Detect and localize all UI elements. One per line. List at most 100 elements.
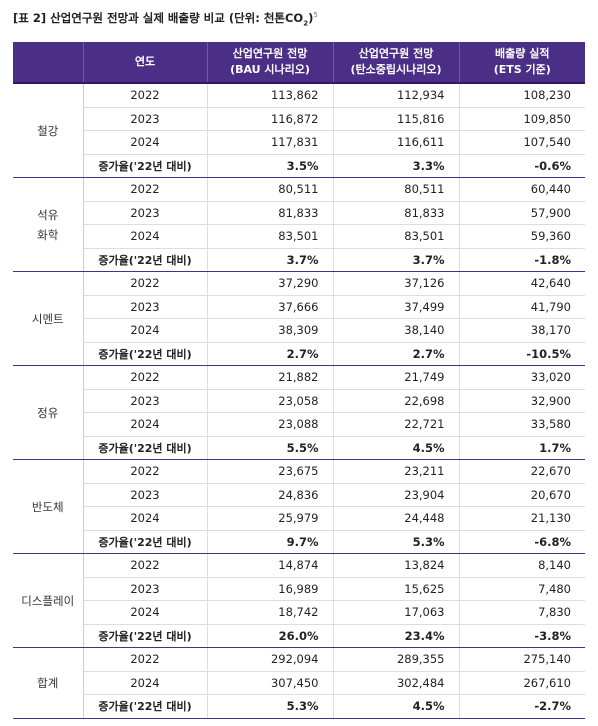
growth-carbon-neutral: 3.3% [333,154,460,178]
caption-footnote: 5 [313,11,318,20]
sector-name-cell: 디스플레이 [13,553,84,648]
table-body: 철강 2022 113,862 112,934 108,230 2023 116,872 11… [13,83,585,719]
bau-value-cell: 18,742 [207,600,334,625]
actual-value-cell: 41,790 [459,295,585,319]
year-cell: 2024 [83,671,208,695]
carbon-neutral-value-cell: 22,698 [333,389,460,413]
year-cell: 2023 [83,295,208,319]
header-sector [13,42,84,83]
table-row: 정유 2022 21,882 21,749 33,020 [13,365,585,460]
table-row: 2023 37,666 37,499 41,790 [13,295,585,319]
growth-bau: 5.3% [207,694,334,719]
year-cell: 2022 [83,83,208,108]
bau-value-cell: 14,874 [207,553,334,578]
actual-value-cell: 20,670 [459,483,585,507]
sector-name-cell: 합계 [13,647,84,719]
bau-value-cell: 23,088 [207,412,334,437]
bau-value-cell: 38,309 [207,318,334,343]
actual-value-cell: 7,830 [459,600,585,625]
bau-value-cell: 16,989 [207,577,334,601]
header-bau-line2: (BAU 시나리오) [230,63,310,76]
growth-bau: 9.7% [207,530,334,554]
carbon-neutral-value-cell: 13,824 [333,553,460,578]
sector-name-cell: 정유 [13,365,84,460]
carbon-neutral-value-cell: 21,749 [333,365,460,390]
table-header: 연도 산업연구원 전망 (BAU 시나리오) 산업연구원 전망 (탄소중립시나리오)… [13,42,585,83]
growth-row: 증가율('22년 대비) 2.7% 2.7% -10.5% [13,342,585,366]
growth-label: 증가율('22년 대비) [83,530,208,554]
year-cell: 2022 [83,271,208,296]
growth-bau: 3.7% [207,248,334,272]
carbon-neutral-value-cell: 302,484 [333,671,460,695]
year-cell: 2024 [83,600,208,625]
sector-name: 화학 [37,227,59,242]
actual-value-cell: 38,170 [459,318,585,343]
table-row: 철강 2022 113,862 112,934 108,230 [13,83,585,178]
carbon-neutral-value-cell: 37,126 [333,271,460,296]
growth-actual: -6.8% [459,530,585,554]
growth-carbon-neutral: 5.3% [333,530,460,554]
carbon-neutral-value-cell: 289,355 [333,647,460,672]
growth-carbon-neutral: 4.5% [333,436,460,460]
year-cell: 2023 [83,483,208,507]
year-cell: 2022 [83,365,208,390]
sector-name-cell: 석유 화학 [13,177,84,272]
table-row: 2024 25,979 24,448 21,130 [13,506,585,531]
growth-label: 증가율('22년 대비) [83,342,208,366]
sector-name: 합계 [37,675,59,690]
growth-row: 증가율('22년 대비) 5.5% 4.5% 1.7% [13,436,585,460]
growth-bau: 26.0% [207,624,334,648]
bau-value-cell: 23,675 [207,459,334,484]
bau-value-cell: 21,882 [207,365,334,390]
actual-value-cell: 33,580 [459,412,585,437]
growth-actual: -2.7% [459,694,585,719]
growth-label: 증가율('22년 대비) [83,436,208,460]
growth-carbon-neutral: 23.4% [333,624,460,648]
actual-value-cell: 275,140 [459,647,585,672]
carbon-neutral-value-cell: 38,140 [333,318,460,343]
table-row: 시멘트 2022 37,290 37,126 42,640 [13,271,585,366]
actual-value-cell: 109,850 [459,107,585,131]
growth-actual: -1.8% [459,248,585,272]
bau-value-cell: 113,862 [207,83,334,108]
actual-value-cell: 8,140 [459,553,585,578]
actual-value-cell: 108,230 [459,83,585,108]
bau-value-cell: 292,094 [207,647,334,672]
growth-label: 증가율('22년 대비) [83,248,208,272]
year-cell: 2024 [83,412,208,437]
growth-row: 증가율('22년 대비) 9.7% 5.3% -6.8% [13,530,585,554]
carbon-neutral-value-cell: 115,816 [333,107,460,131]
year-cell: 2023 [83,389,208,413]
header-carbon-neutral: 산업연구원 전망 (탄소중립시나리오) [333,42,460,83]
actual-value-cell: 22,670 [459,459,585,484]
year-cell: 2022 [83,647,208,672]
carbon-neutral-value-cell: 22,721 [333,412,460,437]
table-row: 2023 23,058 22,698 32,900 [13,389,585,413]
carbon-neutral-value-cell: 23,904 [333,483,460,507]
growth-actual: -3.8% [459,624,585,648]
growth-actual: 1.7% [459,436,585,460]
table-row: 2024 117,831 116,611 107,540 [13,130,585,155]
growth-row: 증가율('22년 대비) 5.3% 4.5% -2.7% [13,694,585,719]
table-row: 2024 38,309 38,140 38,170 [13,318,585,343]
carbon-neutral-value-cell: 15,625 [333,577,460,601]
carbon-neutral-value-cell: 80,511 [333,177,460,202]
growth-label: 증가율('22년 대비) [83,694,208,719]
table-row: 2024 83,501 83,501 59,360 [13,224,585,249]
year-cell: 2023 [83,201,208,225]
header-year: 연도 [83,42,208,83]
carbon-neutral-value-cell: 17,063 [333,600,460,625]
carbon-neutral-value-cell: 116,611 [333,130,460,155]
header-row: 연도 산업연구원 전망 (BAU 시나리오) 산업연구원 전망 (탄소중립시나리오)… [13,42,585,83]
year-cell: 2023 [83,107,208,131]
caption-text: [표 2] 산업연구원 전망과 실제 배출량 비교 (단위: 천톤CO [13,11,304,25]
growth-carbon-neutral: 3.7% [333,248,460,272]
table-row: 2024 307,450 302,484 267,610 [13,671,585,695]
table-row: 디스플레이 2022 14,874 13,824 8,140 [13,553,585,648]
actual-value-cell: 21,130 [459,506,585,531]
table-row: 2024 23,088 22,721 33,580 [13,412,585,437]
growth-row: 증가율('22년 대비) 3.7% 3.7% -1.8% [13,248,585,272]
year-cell: 2022 [83,553,208,578]
header-actual-line1: 배출량 실적 [495,47,550,60]
actual-value-cell: 42,640 [459,271,585,296]
